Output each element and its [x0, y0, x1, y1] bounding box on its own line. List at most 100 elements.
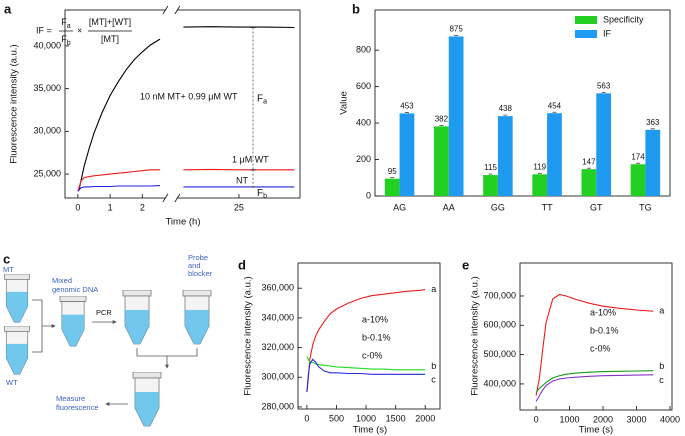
bar — [399, 113, 415, 196]
bar — [532, 174, 548, 196]
series-label: c — [659, 375, 664, 385]
series-label: a — [659, 306, 664, 316]
bar — [547, 113, 562, 196]
value-label: 382 — [435, 114, 449, 123]
y-axis-label: Fluorescence intensity (a.u.) — [470, 276, 481, 395]
y-tick-label: 30,000 — [33, 126, 61, 136]
diagram: c MT WT Mixed genomic DNA PCR Probe and blo… — [3, 251, 213, 427]
x-tick-label: GT — [590, 202, 603, 212]
bracket-subscript: b — [263, 193, 267, 200]
panel-label: d — [238, 257, 246, 272]
pcr-label: PCR — [96, 308, 112, 317]
axis-break — [165, 196, 177, 200]
wt-tube — [4, 326, 30, 375]
panel-label: c — [3, 251, 10, 266]
x-axis-label: Time (s) — [579, 425, 613, 436]
annotation: a-10% — [362, 314, 388, 324]
value-label: 95 — [388, 167, 397, 176]
y-tick-label: 700,000 — [483, 290, 516, 300]
measure-label: Measure fluorescence — [56, 394, 99, 412]
bar — [581, 169, 597, 196]
probe-label: Probe and blocker — [188, 253, 213, 278]
value-label: 119 — [533, 162, 546, 171]
chart-panel: b Value 0 200 400 600 800 AG 95 453 AA 382 875 GG 115 4… — [339, 1, 671, 212]
series-label: c — [431, 375, 436, 385]
panel-label: e — [462, 257, 469, 272]
combine-arrow — [136, 348, 198, 368]
mt-label: MT — [3, 265, 14, 274]
annotation: c-0% — [590, 343, 611, 353]
panel-label: a — [4, 1, 12, 16]
formula-text: [MT]+[WT] — [89, 17, 131, 27]
series-line — [535, 374, 654, 402]
y-axis-label: Fluorescence intensity (a.u.) — [243, 276, 254, 395]
series-line — [535, 293, 654, 396]
formula-text: [MT] — [101, 34, 119, 44]
series-label: a — [431, 284, 436, 294]
legend-label: IF — [603, 28, 612, 38]
bar — [645, 129, 661, 196]
axis-break — [165, 8, 177, 12]
y-axis-label: Fluorescence intensity (a.u.) — [9, 44, 20, 163]
wt-label: WT — [6, 378, 18, 387]
value-label: 438 — [499, 104, 513, 113]
series-label: 10 nM MT+ 0.99 μM WT — [140, 91, 238, 101]
x-tick-label: AA — [443, 202, 455, 212]
plot-frame — [374, 9, 671, 197]
formula-text: [MT]+[WT] — [89, 17, 131, 27]
plot-frame — [297, 262, 441, 410]
series-line — [306, 358, 426, 393]
bracket-label: F — [257, 188, 263, 199]
annotation: b-0.1% — [590, 325, 619, 335]
bracket-label: Fa — [257, 93, 267, 105]
value-label: 453 — [400, 102, 414, 111]
series-label: NT — [236, 175, 248, 185]
panel-label: b — [352, 1, 360, 16]
bar — [448, 36, 464, 196]
x-tick-label: 2000 — [593, 414, 613, 424]
annotation: a-10% — [590, 307, 616, 317]
formula-text: IF = — [36, 25, 52, 35]
y-tick-label: 600 — [356, 81, 371, 91]
y-tick-label: 280,000 — [261, 401, 294, 411]
annotation: b-0.1% — [362, 332, 391, 342]
value-label: 563 — [597, 81, 611, 90]
plot-frame — [64, 9, 301, 199]
y-tick-label: 500,000 — [483, 349, 516, 359]
x-tick-label: AG — [393, 202, 406, 212]
x-tick-label: GG — [491, 202, 505, 212]
value-label: 174 — [631, 152, 645, 161]
value-label: 147 — [582, 157, 596, 166]
x-tick-label: 0 — [75, 202, 80, 212]
chart-panel: d Fluorescence intensity (a.u.) Time (s) 28… — [238, 257, 441, 436]
formula-text: Fa — [61, 17, 71, 29]
legend-swatch — [575, 30, 597, 38]
series-line — [77, 185, 161, 192]
formula-subscript: b — [67, 40, 71, 47]
plot-frame — [519, 262, 673, 411]
y-tick-label: 35,000 — [33, 83, 61, 93]
bracket-label: F — [257, 93, 263, 104]
x-tick-label: TG — [639, 202, 652, 212]
bracket-label: Fb — [257, 188, 267, 200]
x-tick-label: 2000 — [415, 413, 435, 423]
bar — [483, 175, 498, 196]
y-tick-label: 300,000 — [261, 372, 294, 382]
y-tick-label: 360,000 — [261, 283, 294, 293]
x-tick-label: 0 — [534, 414, 539, 424]
x-axis-label: Time (s) — [353, 425, 387, 436]
bar — [630, 164, 646, 196]
x-tick-label: 1000 — [356, 413, 376, 423]
probe-tube — [182, 290, 212, 345]
y-tick-label: 200 — [356, 154, 371, 164]
series-line — [306, 289, 426, 393]
annotation: c-0% — [362, 350, 383, 360]
y-tick-label: 40,000 — [33, 40, 61, 50]
x-tick-label: 4000 — [660, 414, 680, 424]
x-tick-label: 1000 — [560, 414, 580, 424]
value-label: 363 — [646, 118, 660, 127]
formula-text: × — [77, 25, 82, 35]
x-tick-label: 1500 — [386, 413, 406, 423]
